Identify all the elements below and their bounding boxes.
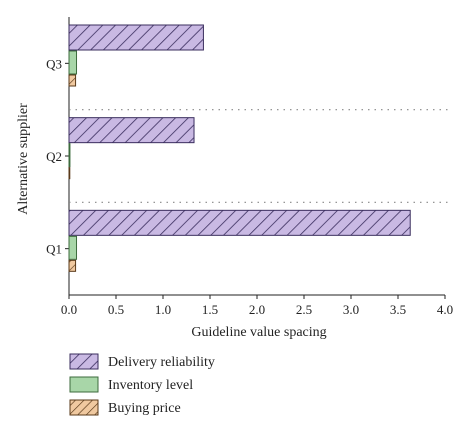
- x-tick-label: 4.0: [437, 302, 453, 317]
- legend: Delivery reliability Inventory level Buyin…: [69, 353, 215, 416]
- category-label: Q1: [46, 242, 62, 257]
- legend-swatch: [69, 399, 99, 416]
- legend-swatch: [69, 353, 99, 370]
- plot-area: [65, 17, 450, 296]
- x-tick-label: 3.0: [343, 302, 359, 317]
- x-tick-label: 2.5: [296, 302, 312, 317]
- bar-q3-inventory-level: [68, 50, 78, 75]
- x-tick-label: 0.5: [108, 302, 124, 317]
- bar-q3-delivery-reliability: [68, 24, 204, 51]
- x-tick-label: 3.5: [390, 302, 406, 317]
- legend-label: Delivery reliability: [108, 355, 215, 370]
- legend-label: Inventory level: [108, 378, 193, 393]
- x-axis-label: Guideline value spacing: [191, 325, 326, 340]
- bar-q1-inventory-level: [68, 235, 78, 260]
- bar-q2-delivery-reliability: [68, 117, 195, 144]
- x-tick-label: 1.5: [202, 302, 218, 317]
- x-tick-label: 0.0: [61, 302, 77, 317]
- x-tick-label: 2.0: [249, 302, 265, 317]
- legend-label: Buying price: [108, 401, 181, 416]
- bar-q2-buying-price: [68, 167, 71, 180]
- category-label: Q3: [46, 56, 62, 71]
- x-ticks: 0.0 0.5 1.0 1.5 2.0 2.5 3.0 3.5 4.0: [61, 295, 453, 317]
- bar-q3-buying-price: [68, 74, 77, 87]
- bar-q2-inventory-level: [68, 143, 71, 168]
- x-tick-label: 1.0: [155, 302, 171, 317]
- bar-q1-delivery-reliability: [68, 209, 411, 236]
- legend-swatch: [69, 376, 99, 393]
- category-label: Q2: [46, 149, 62, 164]
- bars: [68, 24, 411, 272]
- bar-q1-buying-price: [68, 259, 77, 272]
- category-labels: Q1 Q2 Q3: [46, 56, 62, 256]
- y-axis-label: Alternative supplier: [16, 103, 31, 215]
